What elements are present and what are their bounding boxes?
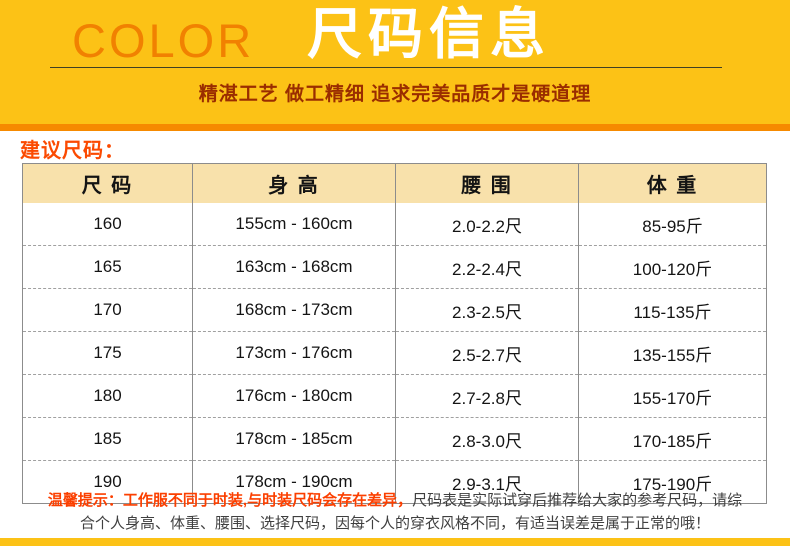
table-cell: 168cm - 173cm [192, 288, 396, 332]
table-cell: 165 [22, 245, 193, 289]
table-cell: 2.3-2.5尺 [395, 288, 579, 332]
table-cell: 190 [22, 460, 193, 504]
column-header: 体 重 [578, 163, 767, 203]
title-underline [50, 67, 722, 68]
banner-divider-strip [0, 124, 790, 131]
table-cell: 175-190斤 [578, 460, 767, 504]
column-header: 身 高 [192, 163, 396, 203]
table-row: 160 155cm - 160cm 2.0-2.2尺 85-95斤 [22, 203, 767, 246]
bottom-strip [0, 538, 790, 546]
table-row: 185 178cm - 185cm 2.8-3.0尺 170-185斤 [22, 417, 767, 461]
table-row: 190 178cm - 190cm 2.9-3.1尺 175-190斤 [22, 460, 767, 504]
table-header-row: 尺 码身 高腰 围体 重 [22, 163, 767, 203]
column-header: 尺 码 [22, 163, 193, 203]
table-cell: 176cm - 180cm [192, 374, 396, 418]
table-cell: 170-185斤 [578, 417, 767, 461]
tips-highlight: 温馨提示：工作服不同于时装,与时装尺码会存在差异， [47, 492, 413, 509]
tips-body: 尺码表是实际试穿后推荐给大家的参考尺码，请综合个人身高、体重、腰围、选择尺码，因… [79, 492, 743, 532]
table-cell: 160 [22, 203, 193, 246]
table-cell: 163cm - 168cm [192, 245, 396, 289]
table-cell: 178cm - 190cm [192, 460, 396, 504]
section-heading: 建议尺码： [20, 140, 125, 162]
table-cell: 185 [22, 417, 193, 461]
table-row: 175 173cm - 176cm 2.5-2.7尺 135-155斤 [22, 331, 767, 375]
page-title: 尺码信息 [307, 3, 552, 65]
tips-text: 温馨提示：工作服不同于时装,与时装尺码会存在差异，尺码表是实际试穿后推荐给大家的… [0, 489, 790, 535]
table-cell: 178cm - 185cm [192, 417, 396, 461]
table-cell: 2.5-2.7尺 [395, 331, 579, 375]
table-cell: 85-95斤 [578, 203, 767, 246]
table-row: 180 176cm - 180cm 2.7-2.8尺 155-170斤 [22, 374, 767, 418]
table-body: 160 155cm - 160cm 2.0-2.2尺 85-95斤 165 163cm -… [22, 203, 767, 504]
size-table: 尺 码身 高腰 围体 重 160 155cm - 160cm 2.0-2.2尺 85-… [22, 163, 767, 504]
tagline: 精湛工艺 做工精细 追求完美品质才是硬道理 [198, 84, 592, 105]
table-cell: 175 [22, 331, 193, 375]
table-cell: 2.0-2.2尺 [395, 203, 579, 246]
table-cell: 155cm - 160cm [192, 203, 396, 246]
table-cell: 100-120斤 [578, 245, 767, 289]
table-cell: 2.7-2.8尺 [395, 374, 579, 418]
table-cell: 173cm - 176cm [192, 331, 396, 375]
table-cell: 2.2-2.4尺 [395, 245, 579, 289]
table-cell: 2.9-3.1尺 [395, 460, 579, 504]
table-row: 165 163cm - 168cm 2.2-2.4尺 100-120斤 [22, 245, 767, 289]
table-cell: 2.8-3.0尺 [395, 417, 579, 461]
table-cell: 155-170斤 [578, 374, 767, 418]
top-banner: COLOR 尺码信息 精湛工艺 做工精细 追求完美品质才是硬道理 [0, 0, 790, 124]
table-cell: 180 [22, 374, 193, 418]
column-header: 腰 围 [395, 163, 579, 203]
table-cell: 115-135斤 [578, 288, 767, 332]
table-row: 170 168cm - 173cm 2.3-2.5尺 115-135斤 [22, 288, 767, 332]
table-cell: 135-155斤 [578, 331, 767, 375]
table-cell: 170 [22, 288, 193, 332]
brand-text: COLOR [72, 14, 255, 67]
